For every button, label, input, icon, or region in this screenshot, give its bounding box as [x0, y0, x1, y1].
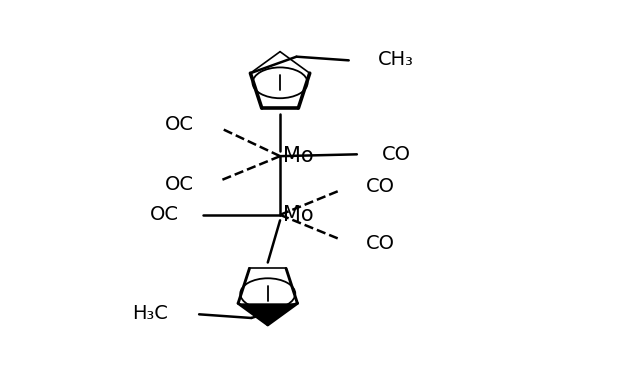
- Text: OC: OC: [150, 206, 179, 224]
- Text: OC: OC: [165, 115, 194, 134]
- Text: CO: CO: [366, 177, 395, 196]
- Text: H₃C: H₃C: [132, 304, 168, 323]
- Polygon shape: [238, 303, 298, 325]
- Text: CH₃: CH₃: [378, 50, 414, 69]
- Text: CO: CO: [366, 233, 395, 253]
- Text: Mo: Mo: [283, 146, 314, 166]
- Text: OC: OC: [165, 175, 194, 194]
- Text: Mo: Mo: [283, 205, 314, 225]
- Text: CO: CO: [381, 145, 410, 164]
